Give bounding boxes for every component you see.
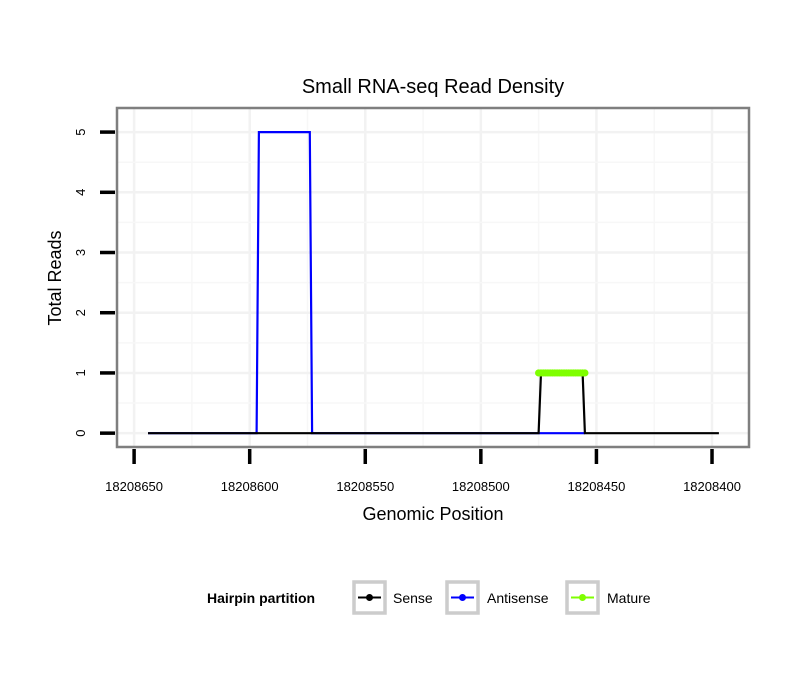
legend-label: Mature xyxy=(607,590,651,606)
y-tick-label: 0 xyxy=(73,430,88,437)
x-tick-label: 18208450 xyxy=(568,479,626,494)
legend-item-mature: Mature xyxy=(565,580,651,615)
y-tick-label: 2 xyxy=(73,309,88,316)
x-tick-label: 18208400 xyxy=(683,479,741,494)
y-tick-label: 5 xyxy=(73,128,88,135)
y-tick-label: 3 xyxy=(73,249,88,256)
x-tick-label: 18208550 xyxy=(336,479,394,494)
legend-key-point xyxy=(366,594,373,601)
plot-background xyxy=(117,108,749,447)
data-point-mature xyxy=(581,369,589,377)
legend-item-sense: Sense xyxy=(352,580,433,615)
legend: Hairpin partition Sense Antisense Mature xyxy=(207,580,651,615)
legend-label: Antisense xyxy=(487,590,549,606)
x-tick-label: 18208500 xyxy=(452,479,510,494)
x-tick-label: 18208650 xyxy=(105,479,163,494)
legend-key-point xyxy=(579,594,586,601)
x-axis-title: Genomic Position xyxy=(362,504,503,524)
plot-area: 18208650 18208600 18208550 18208500 18208450… xyxy=(73,106,751,494)
y-tick-label: 1 xyxy=(73,369,88,376)
chart-title: Small RNA-seq Read Density xyxy=(302,76,564,98)
legend-key-point xyxy=(459,594,466,601)
x-tick-label: 18208600 xyxy=(221,479,279,494)
legend-label: Sense xyxy=(393,590,433,606)
legend-item-antisense: Antisense xyxy=(445,580,549,615)
legend-title: Hairpin partition xyxy=(207,590,315,606)
y-tick-label: 4 xyxy=(73,189,88,196)
y-axis-title: Total Reads xyxy=(45,230,65,325)
plot-border xyxy=(115,106,751,449)
